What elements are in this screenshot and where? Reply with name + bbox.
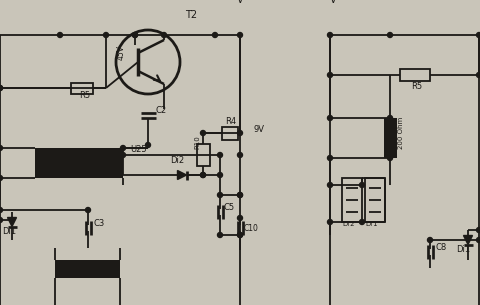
Text: U26: U26 xyxy=(95,269,112,278)
Circle shape xyxy=(360,182,364,188)
Polygon shape xyxy=(464,235,472,245)
Circle shape xyxy=(0,207,2,213)
Text: T2: T2 xyxy=(185,10,197,20)
Circle shape xyxy=(428,238,432,242)
Text: 200 Ohm: 200 Ohm xyxy=(398,117,404,149)
Text: R4: R4 xyxy=(225,117,236,126)
Text: 9V: 9V xyxy=(253,125,264,134)
Circle shape xyxy=(238,232,242,238)
Circle shape xyxy=(201,131,205,135)
Circle shape xyxy=(120,152,125,157)
Text: Di2: Di2 xyxy=(170,156,184,165)
Circle shape xyxy=(238,232,242,238)
Circle shape xyxy=(0,85,2,91)
Circle shape xyxy=(201,173,205,178)
Circle shape xyxy=(387,156,393,160)
Bar xyxy=(35,148,123,178)
Bar xyxy=(400,69,430,81)
Circle shape xyxy=(238,33,242,38)
Text: C3: C3 xyxy=(93,219,104,228)
Circle shape xyxy=(327,156,333,160)
Circle shape xyxy=(104,33,108,38)
Circle shape xyxy=(238,131,242,135)
Circle shape xyxy=(217,192,223,198)
Text: Dr2: Dr2 xyxy=(342,221,355,227)
Text: V: V xyxy=(330,0,336,5)
Circle shape xyxy=(327,33,333,38)
Circle shape xyxy=(360,220,364,224)
Text: Dr1: Dr1 xyxy=(365,221,378,227)
Text: C8: C8 xyxy=(435,243,446,252)
Circle shape xyxy=(217,152,223,157)
Text: Di1: Di1 xyxy=(456,245,470,254)
Text: R5: R5 xyxy=(411,82,422,91)
Polygon shape xyxy=(178,170,187,180)
Circle shape xyxy=(85,207,91,213)
Circle shape xyxy=(327,73,333,77)
Text: U25: U25 xyxy=(130,145,146,154)
Circle shape xyxy=(145,142,151,148)
Bar xyxy=(196,144,209,166)
Bar xyxy=(71,82,93,94)
Circle shape xyxy=(217,232,223,238)
Text: R5: R5 xyxy=(79,91,90,100)
Circle shape xyxy=(213,33,217,38)
Bar xyxy=(222,127,238,139)
Bar xyxy=(55,260,120,278)
Text: Di1: Di1 xyxy=(2,227,16,236)
Circle shape xyxy=(161,33,167,38)
Circle shape xyxy=(238,216,242,221)
Circle shape xyxy=(327,116,333,120)
Circle shape xyxy=(238,192,242,198)
Text: C2: C2 xyxy=(156,106,167,115)
Circle shape xyxy=(477,33,480,38)
Circle shape xyxy=(477,73,480,77)
Circle shape xyxy=(120,145,125,150)
Text: V: V xyxy=(237,0,244,5)
Bar xyxy=(365,178,385,222)
Text: 45V: 45V xyxy=(117,45,126,59)
Circle shape xyxy=(238,152,242,157)
Circle shape xyxy=(327,220,333,224)
Circle shape xyxy=(132,33,137,38)
Circle shape xyxy=(217,173,223,178)
Circle shape xyxy=(58,33,62,38)
Circle shape xyxy=(201,173,205,178)
Circle shape xyxy=(0,85,2,91)
Bar xyxy=(342,178,362,222)
Text: R10: R10 xyxy=(194,135,200,149)
Polygon shape xyxy=(8,217,16,227)
Text: C5: C5 xyxy=(224,203,235,212)
Circle shape xyxy=(477,238,480,242)
Text: C10: C10 xyxy=(244,224,259,233)
Circle shape xyxy=(0,145,2,150)
Circle shape xyxy=(0,217,2,223)
Circle shape xyxy=(387,116,393,120)
Bar xyxy=(384,118,396,158)
Circle shape xyxy=(477,228,480,232)
Circle shape xyxy=(327,182,333,188)
Circle shape xyxy=(132,33,137,38)
Circle shape xyxy=(238,192,242,198)
Circle shape xyxy=(387,33,393,38)
Circle shape xyxy=(0,175,2,181)
